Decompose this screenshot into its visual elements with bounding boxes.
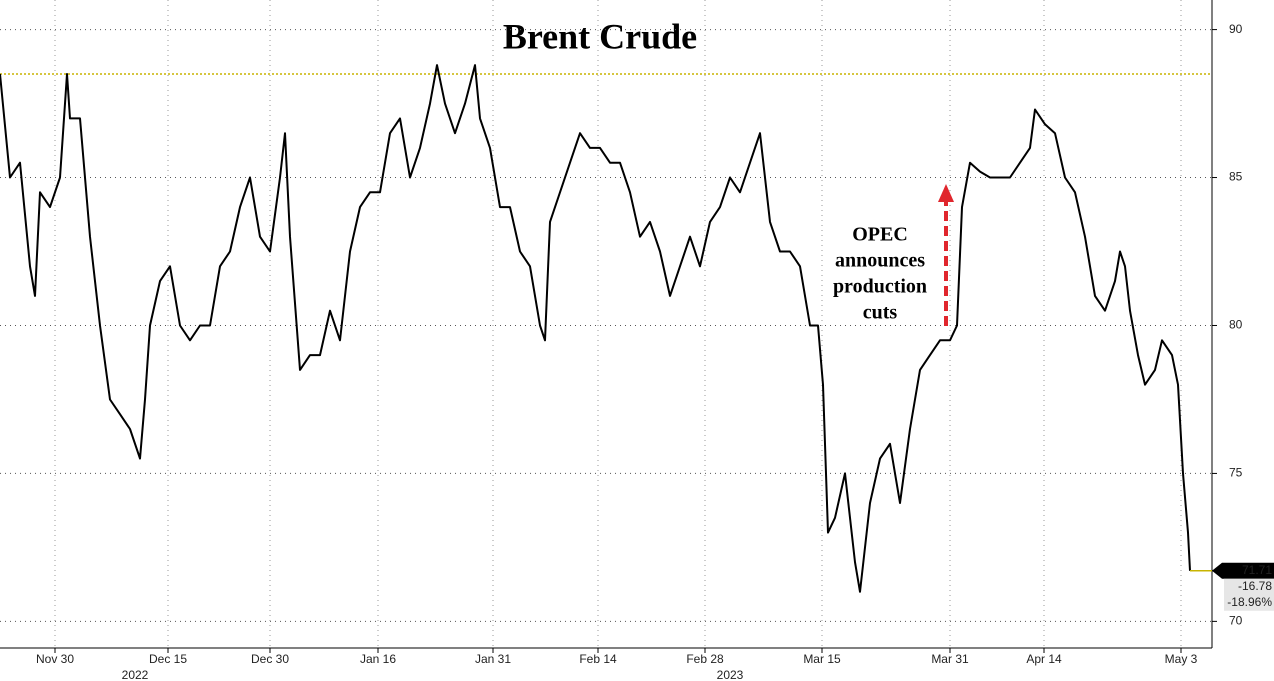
change-box [1224, 578, 1274, 611]
x-tick-label: Jan 16 [360, 652, 396, 666]
x-tick-label: Mar 31 [931, 652, 969, 666]
x-tick-label: Feb 14 [579, 652, 617, 666]
annotation-text: cuts [863, 302, 898, 324]
last-value-label: -18.96% [1227, 595, 1272, 609]
annotation-text: OPEC [852, 224, 908, 246]
x-tick-label: Nov 30 [36, 652, 74, 666]
x-tick-label: Apr 14 [1026, 652, 1062, 666]
annotation-text: production [833, 276, 927, 298]
chart-title: Brent Crude [503, 16, 697, 56]
y-tick-label: 90 [1229, 22, 1243, 36]
x-tick-label: Dec 30 [251, 652, 289, 666]
last-value-box [1212, 562, 1274, 579]
annotation-text: announces [835, 250, 925, 272]
last-value-label: 71.71 [1242, 563, 1272, 577]
y-tick-label: 80 [1229, 318, 1243, 332]
year-label: 2023 [717, 668, 744, 681]
price-line [0, 64, 1191, 593]
x-tick-label: Mar 15 [803, 652, 841, 666]
y-tick-label: 70 [1229, 614, 1243, 628]
year-label: 2022 [122, 668, 149, 681]
y-tick-label: 75 [1229, 466, 1243, 480]
y-tick-label: 85 [1229, 170, 1243, 184]
x-tick-label: May 3 [1165, 652, 1198, 666]
x-tick-label: Feb 28 [686, 652, 724, 666]
last-value-label: -16.78 [1238, 579, 1272, 593]
x-tick-label: Dec 15 [149, 652, 187, 666]
x-tick-label: Jan 31 [475, 652, 511, 666]
annotation-arrowhead [938, 184, 954, 202]
